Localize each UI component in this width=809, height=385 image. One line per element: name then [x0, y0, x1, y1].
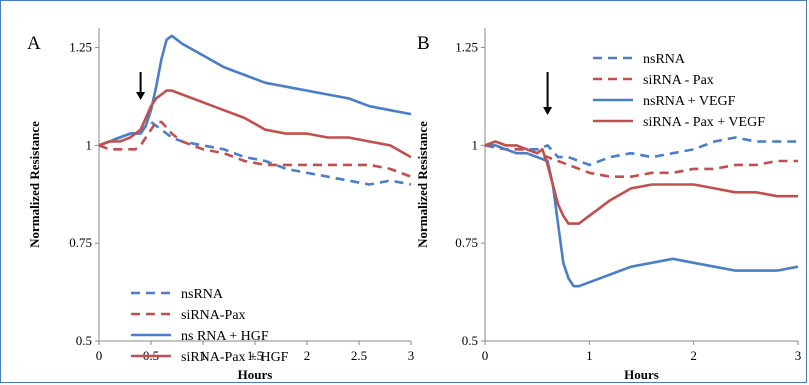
- y-tick-label: 0.75: [455, 235, 478, 250]
- y-axis-title: Normalized Resistance: [415, 121, 430, 248]
- x-axis-title: Hours: [238, 367, 273, 382]
- legend-label-2: siRNA - Pax: [643, 73, 714, 88]
- chart-panel-b: B 0.5 0.75 1 1.25 0 1 2 3 Hours Normalized Resista…: [415, 28, 801, 382]
- x-tick-label: 0: [96, 348, 103, 363]
- legend-label-2: siRNA-Pax: [181, 308, 246, 323]
- legend-label-4: siRNA-Pax + HGF: [181, 350, 289, 365]
- x-tick-label: 0: [482, 348, 489, 363]
- treatment-arrow-head: [543, 107, 553, 115]
- y-tick-label: 0.5: [76, 333, 92, 348]
- legend-label-3: nsRNA + VEGF: [643, 94, 736, 109]
- x-axis-title: Hours: [624, 367, 659, 382]
- series-line-1: [484, 136, 798, 167]
- legend-label-4: siRNA - Pax + VEGF: [643, 115, 765, 130]
- x-tick-label: 2: [304, 348, 311, 363]
- y-tick-label: 1.25: [455, 40, 478, 55]
- y-tick-label: 1.25: [69, 40, 92, 55]
- legend-label-1: nsRNA: [181, 287, 224, 302]
- series-line-1: [98, 120, 412, 186]
- y-tick-label: 1: [86, 137, 93, 152]
- x-tick-label: 2.5: [351, 348, 367, 363]
- x-tick-label: 2: [690, 348, 697, 363]
- y-tick-label: 0.75: [69, 235, 92, 250]
- panel-label: B: [417, 33, 430, 54]
- panel-label: A: [27, 33, 41, 54]
- series-line-4: [484, 140, 798, 225]
- x-tick-label: 1.5: [247, 348, 263, 363]
- x-tick-label: 1: [200, 348, 207, 363]
- y-tick-label: 1: [472, 137, 479, 152]
- x-tick-label: 3: [795, 348, 802, 363]
- y-tick-label: 0.5: [462, 333, 478, 348]
- series-line-4: [98, 89, 412, 159]
- legend-label-3: ns RNA + HGF: [181, 329, 269, 344]
- series-line-2: [98, 120, 412, 178]
- x-tick-label: 1: [586, 348, 593, 363]
- treatment-arrow-head: [136, 92, 146, 100]
- series-line-3: [98, 34, 412, 147]
- y-axis-title: Normalized Resistance: [27, 121, 42, 248]
- legend-label-1: nsRNA: [643, 52, 686, 67]
- series-line-3: [485, 144, 799, 288]
- x-tick-label: 3: [408, 348, 415, 363]
